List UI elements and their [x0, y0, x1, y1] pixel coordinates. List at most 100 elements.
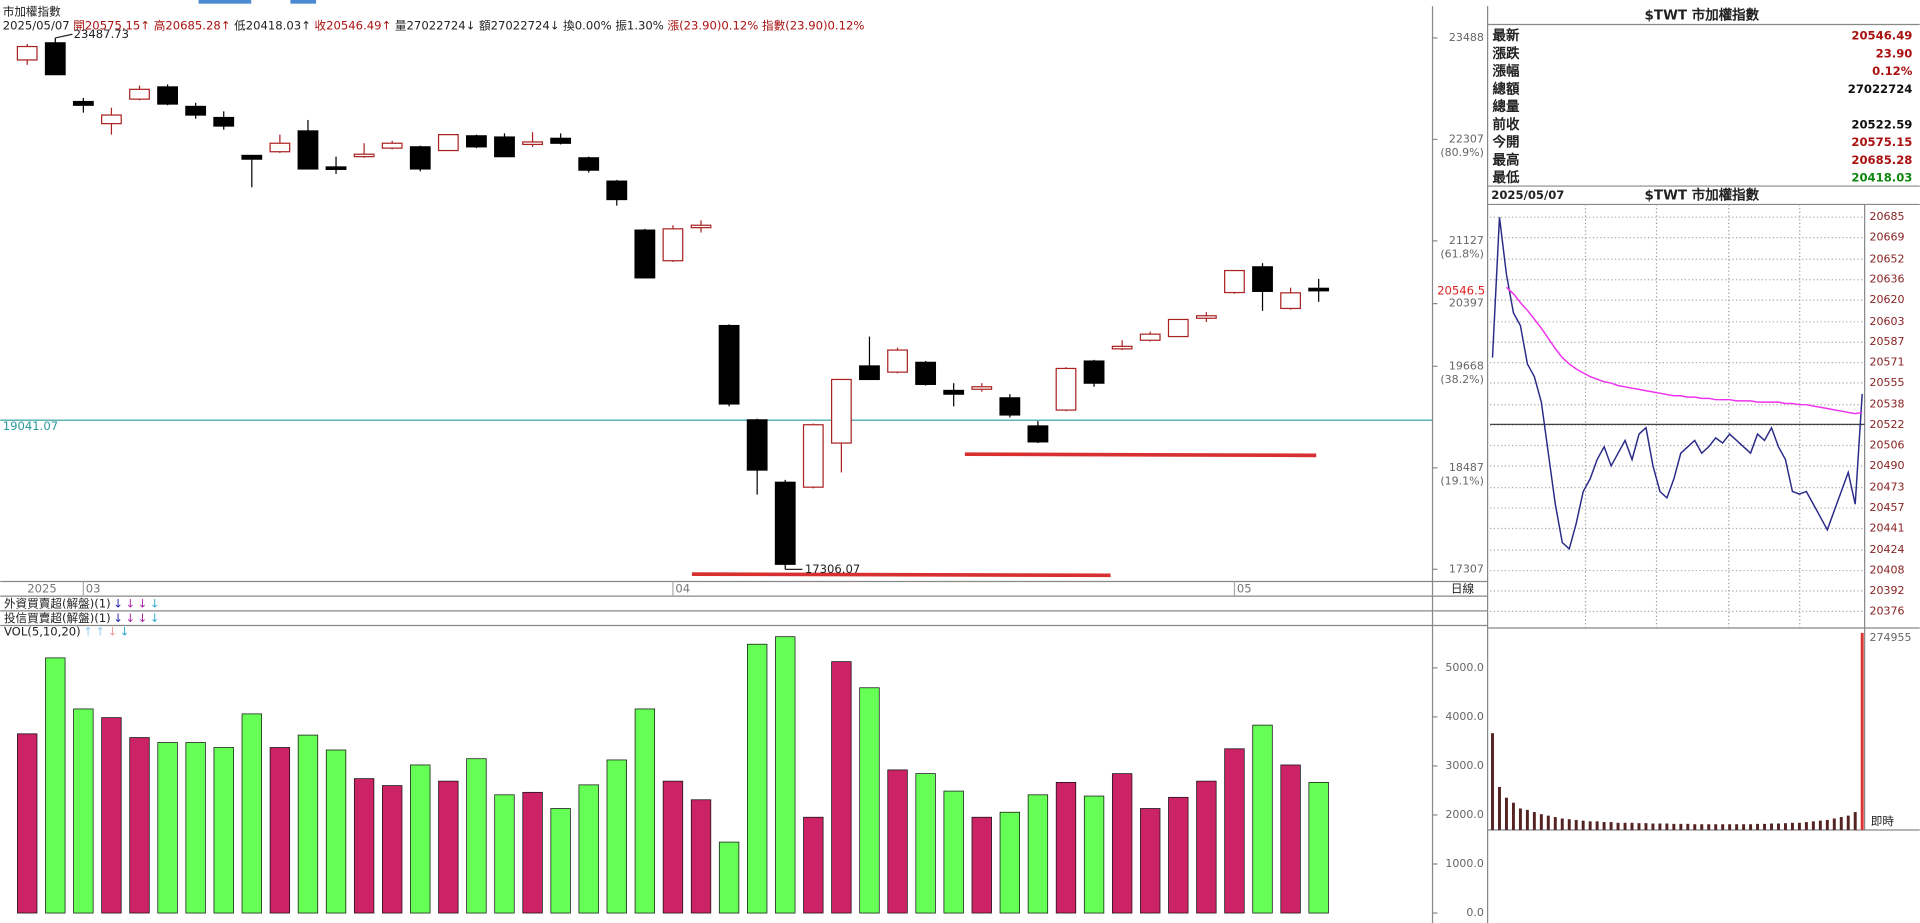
info-part: 額27022724↓: [479, 18, 559, 32]
candle-body: [1252, 266, 1273, 292]
drawn-line[interactable]: [964, 452, 1317, 458]
indicator-arrow: ↓: [113, 596, 123, 610]
candle-body: [662, 228, 684, 262]
title-arrow: ↑: [83, 624, 93, 638]
volume-bar: [1083, 795, 1105, 914]
candle-body: [409, 146, 431, 170]
intraday-volume-bar: [1790, 822, 1794, 830]
y-tick-label: 20397: [1449, 297, 1484, 310]
intraday-volume-bar: [1546, 815, 1550, 830]
intraday-volume-bar: [1860, 632, 1864, 830]
intraday-volume-bar: [1560, 818, 1564, 830]
intraday-volume-bar: [1609, 822, 1613, 830]
intraday-volume-bar: [1491, 733, 1494, 830]
intraday-volume-bar: [1839, 817, 1843, 830]
volume-bar: [999, 811, 1021, 914]
volume-bar: [718, 841, 740, 914]
y-tick-label: 274955: [1870, 631, 1912, 644]
candle-body: [802, 424, 824, 488]
candle-body: [381, 142, 403, 149]
title-arrow: ↓: [107, 624, 117, 638]
volume-bar: [101, 717, 122, 914]
candle-body: [101, 114, 122, 125]
intraday-volume-bar: [1504, 797, 1508, 830]
candle-body: [915, 361, 937, 385]
y-tick-label: 18487: [1449, 461, 1484, 474]
indicator-arrow: ↓: [138, 611, 148, 625]
candle-body: [774, 481, 796, 565]
intraday-volume-bar: [1679, 823, 1683, 830]
quote-value: 20685.28: [1851, 153, 1912, 167]
candle-body: [1167, 318, 1189, 338]
candle-body: [859, 365, 880, 381]
intraday-volume-bar: [1846, 815, 1850, 830]
intraday-volume-bar: [1539, 814, 1543, 830]
intraday-volume-bar: [1658, 823, 1662, 830]
candle-body: [72, 100, 94, 106]
intraday-volume-bar: [1714, 824, 1718, 830]
volume-bar: [241, 713, 262, 914]
candle-body: [466, 135, 487, 148]
volume-bar: [859, 687, 880, 914]
volume-bar: [17, 733, 38, 914]
y-tick-label: 20555: [1870, 376, 1905, 389]
quote-value: 0.12%: [1872, 64, 1913, 78]
y-tick-label: 20376: [1870, 604, 1905, 617]
intraday-volume-bar: [1588, 821, 1592, 830]
candle-body: [269, 142, 291, 153]
y-tick-label: 20441: [1870, 521, 1905, 534]
volume-bar: [382, 785, 403, 914]
info-part: 漲(23.90)0.12%: [668, 18, 759, 32]
volume-bar: [803, 816, 824, 914]
candle-body: [578, 157, 600, 171]
volume-bar: [662, 780, 684, 914]
y-tick-label: 2000.0: [1445, 808, 1484, 821]
y-tick-label: 1000.0: [1445, 857, 1484, 870]
indicator-label: 外資買賣超(解盤)(1) ↓ ↓ ↓ ↓: [4, 596, 160, 610]
title-arrow: ↓: [120, 624, 130, 638]
volume-bar: [831, 661, 852, 914]
quote-label: 總額: [1493, 80, 1520, 97]
intraday-volume-bar: [1749, 824, 1753, 830]
quote-value: 23.90: [1876, 46, 1913, 60]
tab[interactable]: [198, 0, 252, 4]
intraday-volume-bar: [1825, 819, 1829, 830]
candle-body: [718, 324, 740, 405]
volume-bar: [915, 773, 936, 914]
volume-bar: [1252, 724, 1273, 914]
quote-label: 最低: [1493, 169, 1520, 186]
candle-body: [437, 134, 459, 152]
volume-bar: [775, 636, 796, 914]
y-tick-label: 20522: [1870, 418, 1905, 431]
volume-bar: [1224, 748, 1245, 914]
intraday-volume-bar: [1553, 817, 1557, 830]
volume-bar: [887, 769, 908, 914]
fib-label: (19.1%): [1440, 474, 1484, 487]
volume-bar: [269, 747, 291, 914]
intraday-volume-bar: [1602, 822, 1606, 830]
volume-bar: [522, 791, 543, 914]
info-part: 高20685.28↑: [154, 18, 231, 32]
quote-value: 20546.49: [1851, 29, 1912, 43]
intraday-volume-bar: [1511, 802, 1515, 830]
volume-bar: [690, 799, 712, 914]
indicator-label: 投信買賣超(解盤)(1) ↓ ↓ ↓ ↓: [4, 611, 160, 625]
volume-bar: [325, 749, 347, 914]
candle-body: [746, 419, 768, 471]
drawn-line[interactable]: [691, 572, 1111, 578]
intraday-volume-bar: [1637, 823, 1641, 830]
volume-title-text: VOL(5,10,20): [4, 624, 81, 638]
quote-value: 20522.59: [1851, 117, 1912, 131]
candle-body: [185, 105, 207, 116]
candle-body: [550, 137, 572, 144]
y-tick-label: 21127: [1449, 234, 1484, 247]
candle-body: [1195, 315, 1217, 319]
tab[interactable]: [290, 0, 317, 4]
volume-bar: [1308, 781, 1329, 914]
x-tick-label: 03: [86, 581, 101, 595]
y-tick-label: 20506: [1870, 439, 1905, 452]
intraday-line: [1505, 286, 1863, 415]
x-tick-label: 05: [1237, 581, 1252, 595]
